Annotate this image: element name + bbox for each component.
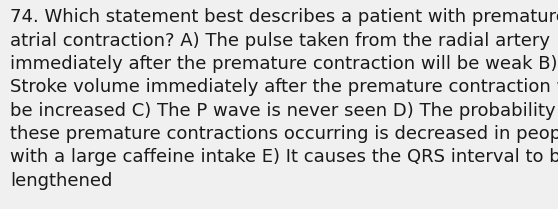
Text: 74. Which statement best describes a patient with premature
atrial contraction? : 74. Which statement best describes a pat… bbox=[10, 8, 558, 190]
